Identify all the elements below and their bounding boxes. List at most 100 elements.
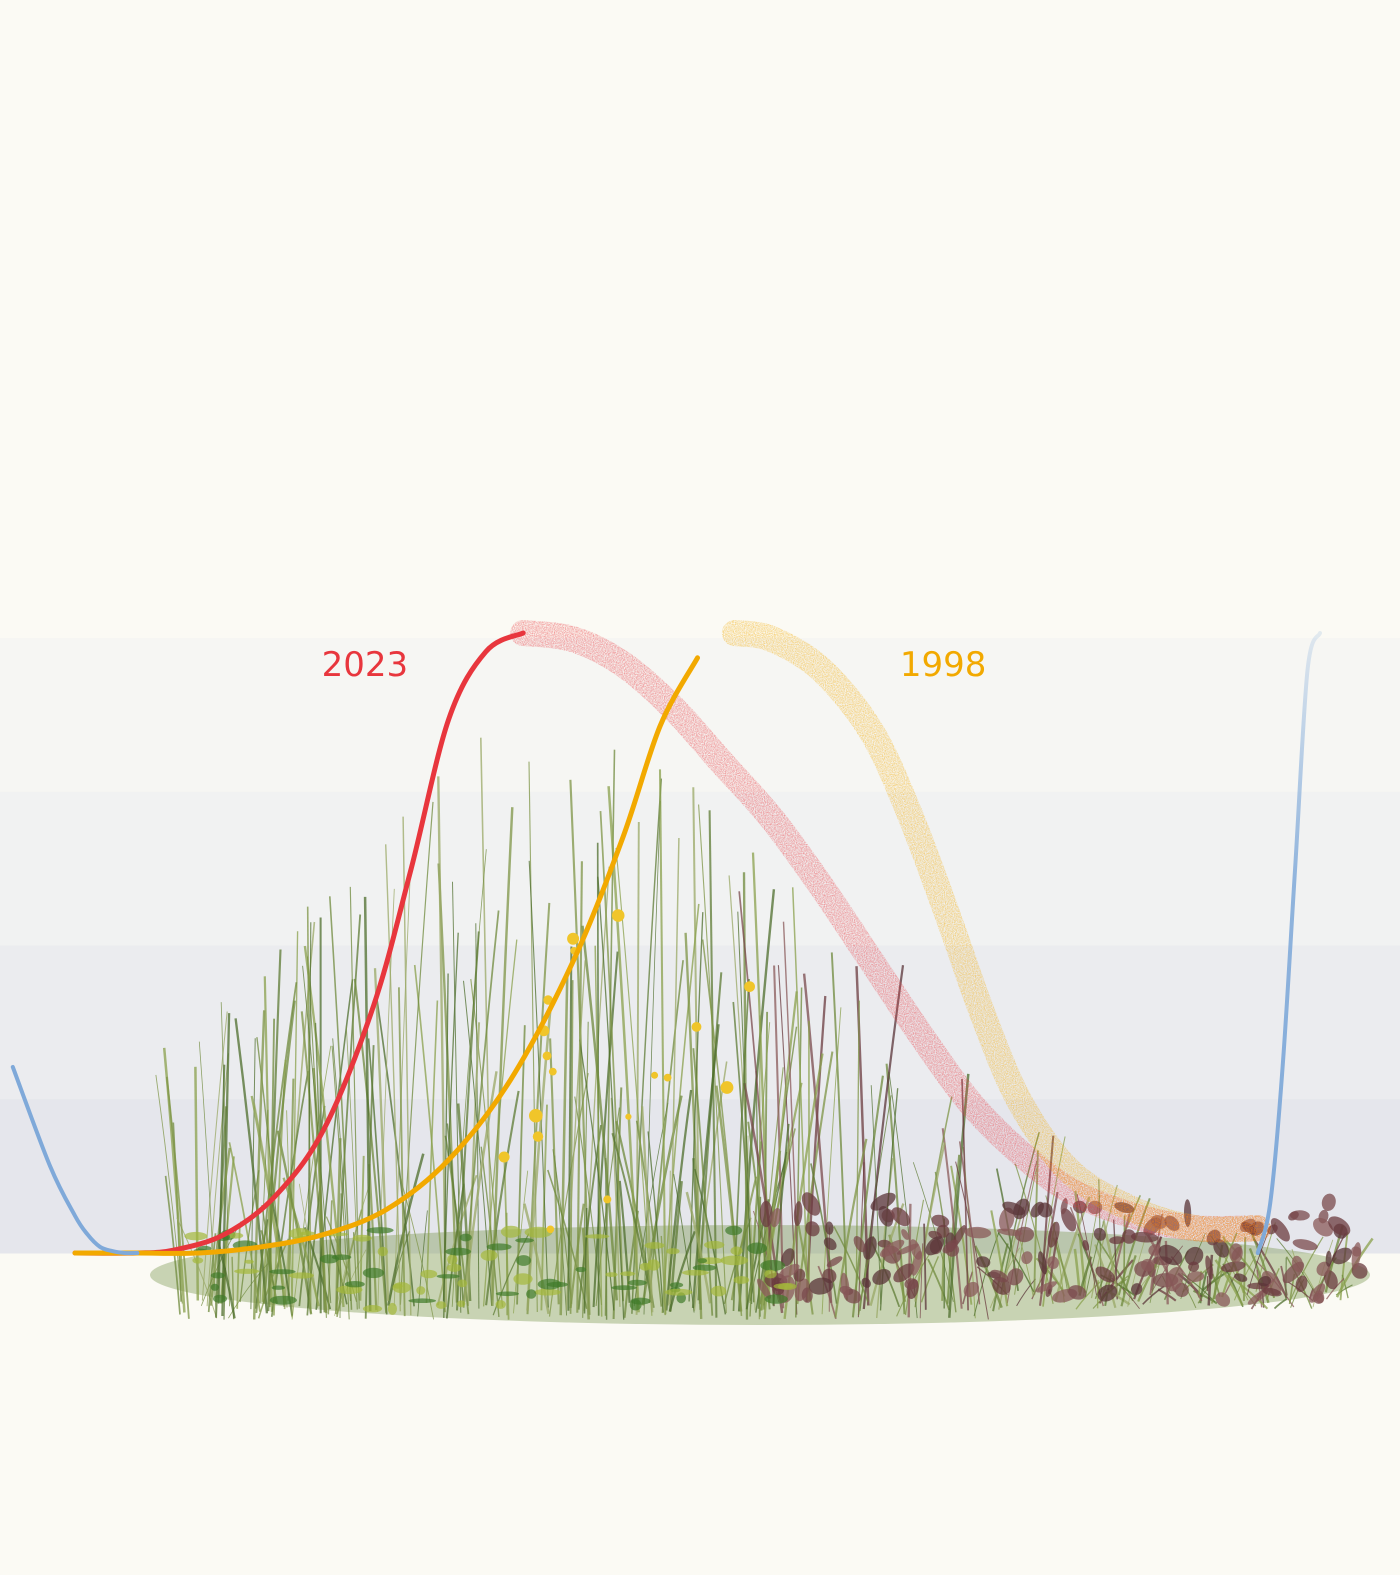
flower <box>691 1022 702 1032</box>
grass-blade <box>463 1071 498 1302</box>
leaf <box>692 1264 717 1272</box>
leaf <box>516 1255 532 1266</box>
leaf <box>901 1229 910 1240</box>
flower <box>567 932 580 945</box>
leaf <box>904 1278 919 1290</box>
leaf <box>747 1242 767 1254</box>
grass-blade <box>262 1000 296 1304</box>
grass-blade <box>875 1158 894 1319</box>
grass-blade <box>997 1232 1035 1293</box>
leaf <box>759 1200 773 1228</box>
leaf <box>805 1221 820 1237</box>
grass-blade <box>228 1142 261 1312</box>
flower <box>546 1225 555 1234</box>
leaf <box>1097 1284 1118 1302</box>
leaf <box>1141 1258 1155 1272</box>
grass-blade <box>234 1018 269 1314</box>
leaf <box>891 1207 911 1227</box>
grass-blade <box>206 1053 230 1307</box>
grass-blade <box>581 1228 590 1320</box>
leaf <box>575 1266 587 1273</box>
leaf <box>733 1276 750 1284</box>
grass-blade <box>673 1173 695 1313</box>
leaf <box>486 1243 512 1251</box>
leaf <box>1325 1250 1332 1267</box>
grass-blade <box>164 1175 181 1315</box>
leaf <box>666 1248 680 1255</box>
leaf <box>911 1250 923 1276</box>
flower <box>543 995 553 1005</box>
grass-blade <box>569 1203 585 1309</box>
leaf <box>1158 1244 1183 1266</box>
leaf <box>840 1272 850 1298</box>
leaf <box>392 1282 411 1294</box>
meadow-illustration <box>150 737 1374 1325</box>
leaf <box>1082 1240 1090 1251</box>
leaf <box>1188 1261 1200 1272</box>
series-baseline-right-line <box>1255 631 1322 1255</box>
grass-blade <box>349 886 360 1309</box>
leaf <box>513 1273 533 1285</box>
flower <box>611 909 625 922</box>
grass-blade <box>368 1164 378 1311</box>
leaf <box>1215 1292 1231 1307</box>
leaf <box>1002 1201 1025 1216</box>
leaf <box>1109 1236 1125 1245</box>
grass-blade <box>505 1212 509 1316</box>
leaf <box>878 1206 894 1227</box>
grass-blade <box>528 860 549 1308</box>
leaf <box>1030 1201 1044 1218</box>
leaf <box>1328 1216 1351 1236</box>
grass-blade <box>599 811 625 1302</box>
grass-blade <box>751 852 771 1304</box>
grass-blade <box>669 837 680 1305</box>
grass-blade <box>567 946 573 1311</box>
grass-blade <box>363 896 372 1312</box>
leaf <box>1247 1289 1269 1305</box>
leaf <box>853 1235 866 1253</box>
leaf <box>366 1227 394 1234</box>
leaf <box>611 1285 637 1291</box>
grass-blade <box>923 1223 927 1310</box>
grass-blade <box>885 1063 906 1315</box>
leaf <box>352 1234 372 1242</box>
grass-blade <box>749 1141 763 1317</box>
grass-blade <box>693 1061 728 1311</box>
leaf <box>500 1225 521 1238</box>
grass-blade <box>1038 1191 1059 1306</box>
grass-blade <box>647 1131 664 1313</box>
grass-blade <box>451 849 487 1307</box>
leaf <box>826 1256 843 1268</box>
leaf <box>730 1246 743 1256</box>
leaf <box>1035 1281 1058 1293</box>
leaf <box>377 1246 388 1257</box>
flower <box>603 1195 612 1204</box>
leaf <box>861 1277 871 1288</box>
grass-blade <box>941 1128 963 1309</box>
grass-blade <box>612 1087 623 1320</box>
grass-blade <box>763 1011 769 1310</box>
grass-blade <box>417 1210 428 1317</box>
grass-blade <box>834 1138 868 1318</box>
leaf <box>896 1243 919 1255</box>
grass-blade <box>239 1170 260 1303</box>
grass-blade <box>257 1238 290 1319</box>
grass-blade <box>268 1018 276 1308</box>
grass-blade <box>385 844 401 1312</box>
leaf <box>1068 1285 1087 1300</box>
leaf <box>1187 1271 1205 1282</box>
leaf <box>416 1286 426 1295</box>
leaf <box>1220 1261 1246 1273</box>
grass-blade <box>1288 1236 1324 1303</box>
leaf <box>627 1279 647 1286</box>
leaf <box>435 1301 447 1309</box>
leaf <box>288 1272 314 1279</box>
grass-blade <box>1341 1274 1349 1299</box>
grass-blade <box>315 979 354 1310</box>
grass-blade <box>955 1161 989 1320</box>
leaf <box>1095 1266 1116 1283</box>
grass-blade <box>255 982 298 1313</box>
flower <box>625 1113 632 1120</box>
grass-blade <box>927 1258 951 1311</box>
